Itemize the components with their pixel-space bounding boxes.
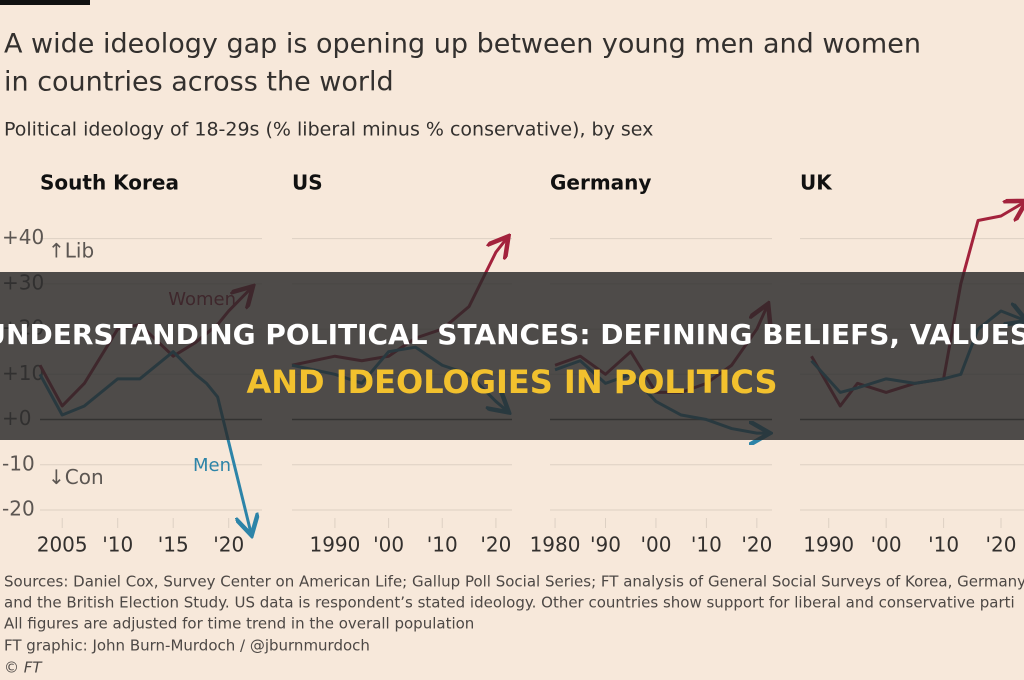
x-tick-label: 1990 [803, 533, 854, 557]
footnote: © FT [4, 659, 43, 677]
banner-text: AND IDEOLOGIES IN POLITICS [246, 363, 777, 401]
annotation: ↑Lib [48, 239, 94, 263]
x-tick-label: '20 [741, 533, 772, 557]
x-tick-label: '10 [928, 533, 959, 557]
banner-text: UNDERSTANDING POLITICAL STANCES: DEFININ… [0, 318, 1024, 351]
x-tick-label: 2005 [37, 533, 88, 557]
x-tick-label: '10 [427, 533, 458, 557]
y-tick-label: +40 [2, 225, 44, 249]
chart-title: A wide ideology gap is opening up betwee… [4, 29, 921, 60]
x-tick-label: '20 [986, 533, 1017, 557]
panel-title: Germany [550, 171, 651, 195]
chart-subtitle: Political ideology of 18-29s (% liberal … [4, 119, 653, 141]
footnote: Sources: Daniel Cox, Survey Center on Am… [4, 573, 1024, 591]
y-tick-label: -10 [2, 451, 35, 475]
x-tick-label: '00 [640, 533, 671, 557]
footnote: and the British Election Study. US data … [4, 594, 1015, 612]
series-label: Men [193, 455, 231, 476]
panel-title: South Korea [40, 171, 179, 195]
x-tick-label: '15 [158, 533, 189, 557]
annotation: ↓Con [48, 465, 104, 489]
footnote: All figures are adjusted for time trend … [4, 615, 474, 633]
banner [0, 272, 1024, 440]
x-tick-label: '00 [373, 533, 404, 557]
x-tick-label: 1990 [309, 533, 360, 557]
footnote: FT graphic: John Burn-Murdoch / @jburnmu… [4, 637, 370, 655]
panel-title: US [292, 171, 323, 195]
x-tick-label: '90 [590, 533, 621, 557]
chart-title: in countries across the world [4, 67, 394, 98]
x-tick-label: '20 [213, 533, 244, 557]
x-tick-label: '10 [102, 533, 133, 557]
panel-title: UK [800, 171, 833, 195]
y-tick-label: -20 [2, 497, 35, 521]
logo-bar [0, 0, 90, 5]
x-tick-label: '00 [871, 533, 902, 557]
x-tick-label: 1980 [530, 533, 581, 557]
x-tick-label: '20 [480, 533, 511, 557]
x-tick-label: '10 [691, 533, 722, 557]
